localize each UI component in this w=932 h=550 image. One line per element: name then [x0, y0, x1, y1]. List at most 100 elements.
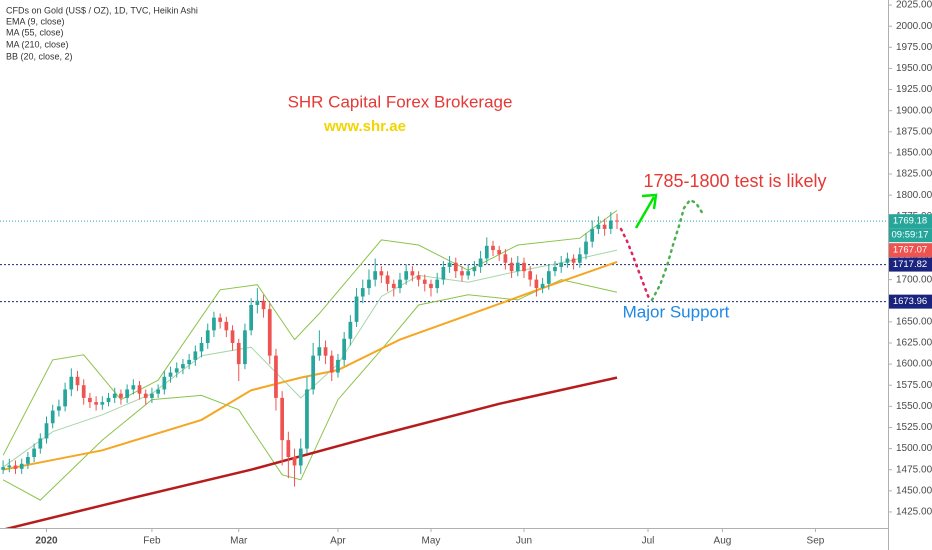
last-price-tag: [889, 243, 932, 258]
y-tick-label: 1975.00: [896, 42, 932, 53]
candle-body: [577, 254, 582, 263]
candle-body: [106, 397, 111, 403]
indicator-line: [2, 209, 618, 456]
price-tag-label: 1769.18: [893, 216, 927, 227]
candle-body: [534, 279, 539, 289]
y-tick-label: 1700.00: [896, 274, 932, 285]
candle-body: [81, 385, 86, 398]
candle-body: [57, 406, 61, 411]
x-tick-label: 2020: [35, 536, 58, 547]
candle-body: [1, 467, 5, 470]
candle-body: [416, 275, 421, 280]
candle-body: [509, 262, 514, 272]
y-tick-label: 1900.00: [896, 105, 932, 116]
x-tick-label: Aug: [714, 536, 732, 547]
candle-body: [32, 448, 36, 458]
x-tick-label: Sep: [807, 536, 825, 547]
candle-body: [267, 309, 272, 356]
candle-body: [615, 220, 619, 222]
candle-body: [491, 245, 495, 251]
candle-body: [553, 266, 557, 272]
arrow-up: [634, 193, 658, 229]
projection-up: [650, 198, 705, 302]
candle-body: [255, 300, 260, 305]
candle-body: [50, 410, 55, 424]
y-tick-label: 1850.00: [896, 148, 932, 159]
candle-body: [261, 300, 266, 310]
y-tick-label: 1925.00: [896, 84, 932, 95]
price-tag: [889, 294, 932, 309]
candle-body: [212, 317, 216, 331]
candle-body: [274, 355, 278, 398]
legend-item: MA (210, close): [6, 39, 69, 49]
candle-body: [460, 271, 464, 276]
candle-body: [63, 389, 67, 407]
candle-body: [13, 465, 18, 469]
y-tick-label: 1500.00: [896, 443, 932, 454]
candle-body: [230, 330, 235, 343]
candle-body: [515, 262, 520, 272]
candle-body: [174, 368, 179, 373]
candle-body: [162, 376, 167, 390]
candle-body: [305, 389, 309, 449]
candle-body: [584, 241, 588, 255]
y-tick-label: 2000.00: [896, 21, 932, 32]
candle-body: [453, 262, 458, 272]
candle-body: [286, 440, 291, 458]
candle-body: [348, 321, 353, 339]
x-tick-label: Jun: [516, 536, 532, 547]
candle-body: [187, 359, 191, 365]
y-tick-label: 1625.00: [896, 338, 932, 349]
candle-body: [224, 321, 229, 331]
candle-body: [243, 330, 247, 365]
candle-body: [571, 258, 576, 263]
candle-body: [26, 457, 30, 464]
indicator-line: [4, 376, 618, 528]
candle-body: [112, 393, 117, 398]
annotation: 1785-1800 test is likely: [643, 171, 826, 191]
candle-body: [131, 385, 136, 390]
candle-body: [398, 279, 402, 289]
candle-body: [199, 342, 204, 352]
y-tick-label: 1600.00: [896, 359, 932, 370]
candle-body: [472, 266, 477, 272]
candle-body: [497, 250, 502, 255]
candle-body: [292, 457, 297, 466]
candle-body: [546, 271, 551, 284]
candle-body: [218, 317, 222, 322]
candle-body: [7, 465, 12, 468]
y-tick-label: 1825.00: [896, 169, 932, 180]
y-tick-label: 2025.00: [896, 0, 932, 11]
annotation: SHR Capital Forex Brokerage: [288, 92, 513, 111]
candle-body: [596, 224, 601, 229]
candle-body: [354, 296, 359, 322]
y-tick-label: 1450.00: [896, 485, 932, 496]
countdown-label: 09:59:17: [892, 230, 929, 241]
candle-body: [280, 397, 285, 441]
candle-body: [205, 330, 210, 343]
y-tick-label: 1650.00: [896, 317, 932, 328]
x-tick-label: Jul: [642, 536, 655, 547]
candle-body: [422, 279, 427, 284]
candle-body: [391, 283, 396, 289]
candle-body: [360, 288, 365, 297]
indicator-line: [2, 260, 618, 471]
candle-body: [342, 338, 347, 360]
y-tick-label: 1475.00: [896, 464, 932, 475]
overlay: CFDs on Gold (US$ / OZ), 1D, TVC, Heikin…: [6, 5, 827, 321]
candle-body: [88, 397, 92, 403]
candle-body: [311, 355, 316, 390]
legend-item: EMA (9, close): [6, 16, 65, 26]
candle-body: [150, 393, 154, 398]
candle-body: [181, 364, 185, 369]
candle-body: [100, 402, 105, 405]
countdown-tag: [889, 228, 932, 243]
candle-body: [590, 228, 595, 242]
plot-area: [0, 209, 888, 528]
last-price-label: 1767.07: [893, 245, 927, 256]
candle-body: [503, 254, 508, 263]
annotation: www.shr.ae: [323, 118, 406, 135]
candle-body: [466, 271, 471, 276]
candle-body: [125, 389, 129, 398]
